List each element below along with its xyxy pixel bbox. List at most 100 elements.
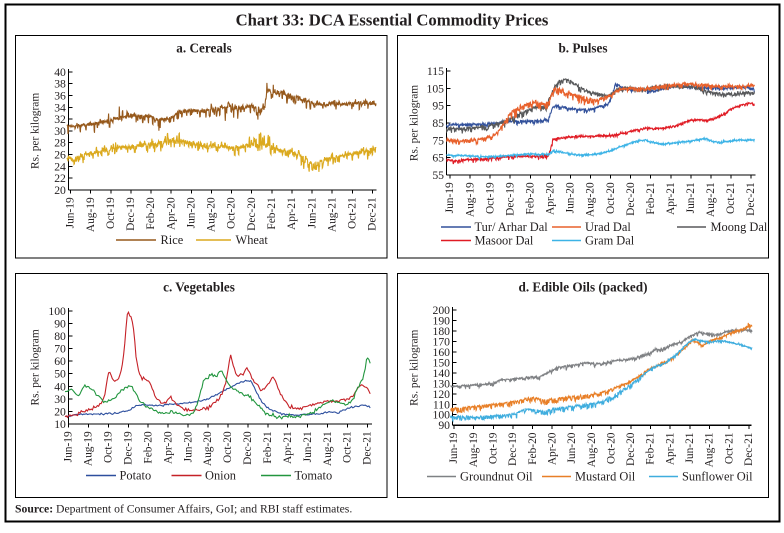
svg-text:85: 85 (432, 117, 444, 130)
svg-text:200: 200 (432, 304, 450, 317)
svg-text:Source: Department of Consumer: Source: Department of Consumer Affairs, … (15, 503, 352, 516)
svg-text:75: 75 (432, 134, 444, 147)
svg-text:Sunflower Oil: Sunflower Oil (682, 470, 753, 484)
svg-text:Jun-20: Jun-20 (565, 182, 577, 213)
svg-text:Apr-21: Apr-21 (282, 431, 294, 464)
svg-text:180: 180 (432, 325, 450, 338)
svg-text:Aug-19: Aug-19 (85, 197, 97, 232)
svg-text:55: 55 (432, 169, 444, 182)
svg-text:130: 130 (432, 377, 450, 390)
svg-text:Oct-20: Oct-20 (605, 182, 617, 214)
svg-text:Apr-20: Apr-20 (165, 197, 177, 230)
svg-text:170: 170 (432, 336, 450, 349)
svg-text:90: 90 (54, 317, 66, 330)
svg-text:24: 24 (54, 160, 66, 173)
svg-text:160: 160 (432, 346, 450, 359)
svg-text:Dec-21: Dec-21 (745, 182, 757, 216)
svg-text:Apr-21: Apr-21 (665, 182, 677, 215)
svg-text:Dec-21: Dec-21 (743, 432, 755, 466)
svg-text:95: 95 (432, 100, 444, 113)
svg-text:a. Cereals: a. Cereals (176, 41, 231, 56)
svg-text:Rs. per kilogram: Rs. per kilogram (409, 85, 421, 161)
svg-text:20: 20 (54, 184, 66, 197)
svg-text:40: 40 (54, 380, 66, 393)
svg-text:Groundnut Oil: Groundnut Oil (460, 470, 533, 484)
svg-text:Rs. per kilogram: Rs. per kilogram (30, 93, 42, 169)
svg-text:Dec-21: Dec-21 (367, 197, 379, 231)
svg-text:Aug-20: Aug-20 (206, 197, 218, 232)
svg-text:Apr-21: Apr-21 (664, 432, 676, 465)
svg-text:20: 20 (54, 405, 66, 418)
svg-text:28: 28 (54, 137, 66, 150)
svg-text:Oct-20: Oct-20 (222, 431, 234, 463)
svg-text:Oct-19: Oct-19 (105, 197, 117, 229)
svg-text:110: 110 (433, 398, 450, 411)
svg-text:Aug-21: Aug-21 (322, 431, 334, 466)
svg-text:150: 150 (432, 357, 450, 370)
svg-text:Aug-20: Aug-20 (202, 431, 214, 466)
svg-text:Jun-19: Jun-19 (444, 182, 456, 213)
svg-text:Mustard Oil: Mustard Oil (575, 470, 636, 484)
svg-text:140: 140 (432, 367, 450, 380)
svg-text:Moong Dal: Moong Dal (711, 220, 768, 234)
svg-text:Aug-21: Aug-21 (326, 197, 338, 232)
svg-text:Jun-20: Jun-20 (182, 431, 194, 462)
svg-text:Apr-20: Apr-20 (545, 182, 557, 215)
svg-text:36: 36 (54, 89, 66, 102)
svg-text:Dec-20: Dec-20 (246, 197, 258, 231)
svg-text:105: 105 (426, 82, 444, 95)
svg-text:80: 80 (54, 330, 66, 343)
svg-text:Apr-20: Apr-20 (162, 431, 174, 464)
svg-text:100: 100 (432, 409, 450, 422)
svg-text:115: 115 (427, 65, 444, 78)
svg-text:Oct-21: Oct-21 (347, 197, 359, 229)
svg-text:Dec-19: Dec-19 (125, 197, 137, 231)
svg-text:Oct-21: Oct-21 (723, 432, 735, 464)
svg-text:30: 30 (54, 393, 66, 406)
svg-text:Jun-21: Jun-21 (302, 431, 314, 462)
svg-text:Jun-21: Jun-21 (684, 432, 696, 463)
svg-text:Oct-21: Oct-21 (725, 182, 737, 214)
svg-text:40: 40 (54, 66, 66, 79)
svg-text:b. Pulses: b. Pulses (558, 41, 607, 56)
svg-text:Tur/ Arhar Dal: Tur/ Arhar Dal (475, 220, 549, 234)
svg-text:Oct-21: Oct-21 (342, 431, 354, 463)
svg-text:Gram Dal: Gram Dal (585, 234, 635, 248)
svg-text:Oct-19: Oct-19 (484, 182, 496, 214)
svg-text:120: 120 (432, 388, 450, 401)
svg-text:Aug-21: Aug-21 (704, 432, 716, 467)
svg-text:Oct-19: Oct-19 (103, 431, 115, 463)
svg-text:Oct-20: Oct-20 (605, 432, 617, 464)
svg-text:Aug-21: Aug-21 (705, 182, 717, 217)
svg-text:Feb-21: Feb-21 (645, 182, 657, 215)
svg-text:Apr-21: Apr-21 (286, 197, 298, 230)
svg-text:Aug-20: Aug-20 (586, 432, 598, 467)
svg-text:Dec-20: Dec-20 (625, 182, 637, 216)
svg-text:60: 60 (54, 355, 66, 368)
svg-text:Jun-20: Jun-20 (186, 197, 198, 228)
svg-text:10: 10 (54, 418, 66, 431)
svg-text:Jun-19: Jun-19 (63, 431, 75, 462)
svg-text:Dec-20: Dec-20 (242, 431, 254, 465)
svg-text:Urad Dal: Urad Dal (585, 220, 631, 234)
svg-text:Jun-20: Jun-20 (566, 432, 578, 463)
svg-text:Jun-21: Jun-21 (685, 182, 697, 213)
svg-text:Rs. per kilogram: Rs. per kilogram (30, 329, 42, 405)
svg-text:Aug-20: Aug-20 (585, 182, 597, 217)
svg-text:Feb-20: Feb-20 (525, 182, 537, 215)
svg-text:32: 32 (54, 113, 66, 126)
svg-text:d. Edible Oils (packed): d. Edible Oils (packed) (519, 280, 648, 295)
svg-text:Onion: Onion (205, 469, 236, 483)
svg-text:Aug-19: Aug-19 (464, 182, 476, 217)
svg-text:30: 30 (54, 125, 66, 138)
svg-text:Feb-20: Feb-20 (527, 432, 539, 465)
svg-text:50: 50 (54, 368, 66, 381)
svg-text:65: 65 (432, 152, 444, 165)
svg-text:26: 26 (54, 149, 66, 162)
svg-text:Tomato: Tomato (295, 469, 333, 483)
svg-text:70: 70 (54, 343, 66, 356)
svg-text:Dec-19: Dec-19 (504, 182, 516, 216)
svg-text:Wheat: Wheat (236, 233, 269, 247)
svg-text:Chart 33: DCA Essential Commod: Chart 33: DCA Essential Commodity Prices (236, 11, 549, 30)
svg-text:Dec-19: Dec-19 (507, 432, 519, 466)
